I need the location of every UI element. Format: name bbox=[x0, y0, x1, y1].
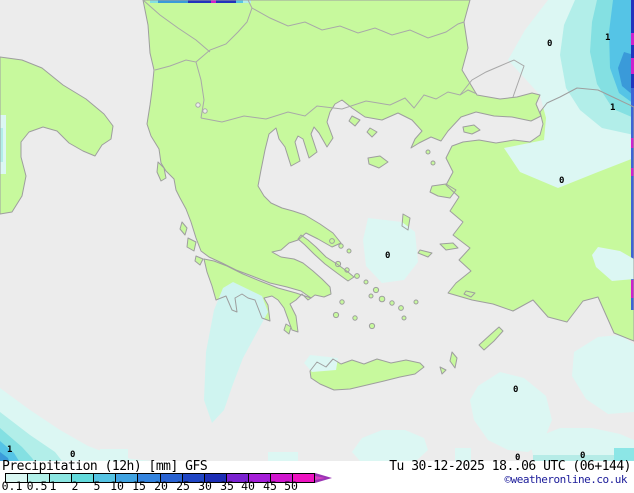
contour-label: 0 bbox=[513, 385, 518, 395]
colorbar-tick: 25 bbox=[176, 479, 190, 493]
colorbar-cell bbox=[270, 474, 294, 482]
contour-label: 0 bbox=[385, 251, 390, 261]
colorbar-tick: 0.5 bbox=[26, 479, 48, 493]
colorbar-cell bbox=[94, 474, 117, 482]
colorbar-cell bbox=[28, 474, 51, 482]
colorbar-cell bbox=[182, 474, 205, 482]
contour-label: 1 bbox=[605, 33, 610, 43]
colorbar-tick: 10 bbox=[110, 479, 124, 493]
colorbar-tick: 30 bbox=[198, 479, 212, 493]
legend-footer: Precipitation (12h) [mm] GFS Tu 30-12-20… bbox=[0, 459, 634, 493]
colorbar-labels: 0.1 0.5 1 2 5 10 15 20 25 30 35 40 45 50 bbox=[0, 479, 340, 493]
colorbar-cell bbox=[138, 474, 161, 482]
weather-map: 0 1 1 0 0 1 0 0 0 0 bbox=[0, 0, 634, 461]
precipitation-colorbar bbox=[5, 473, 315, 483]
copyright: ©weatheronline.co.uk bbox=[504, 473, 628, 486]
colorbar-cell bbox=[6, 474, 29, 482]
contour-label: 0 bbox=[70, 450, 75, 460]
colorbar-tick: 2 bbox=[71, 479, 79, 493]
contour-label: 0 bbox=[580, 451, 585, 461]
contour-label: 0 bbox=[547, 39, 552, 49]
legend-title: Precipitation (12h) [mm] GFS bbox=[2, 459, 208, 474]
colorbar-tick: 20 bbox=[154, 479, 168, 493]
contour-label: 0 bbox=[559, 176, 564, 186]
colorbar-cell bbox=[160, 474, 183, 482]
colorbar-tick: 5 bbox=[93, 479, 101, 493]
precipitation-areas bbox=[0, 0, 634, 461]
contour-labels: 0 1 1 0 0 1 0 0 0 0 bbox=[7, 33, 615, 461]
colorbar-cell bbox=[72, 474, 95, 482]
colorbar-cell bbox=[226, 474, 249, 482]
colorbar-cell bbox=[293, 474, 315, 482]
contour-label: 1 bbox=[7, 445, 12, 455]
precipitation-map-svg: 0 1 1 0 0 1 0 0 0 0 bbox=[0, 0, 634, 461]
colorbar-tick: 1 bbox=[49, 479, 57, 493]
colorbar-tick: 15 bbox=[132, 479, 146, 493]
colorbar-tick: 40 bbox=[241, 479, 255, 493]
colorbar-tick: 50 bbox=[284, 479, 298, 493]
contour-label: 0 bbox=[515, 453, 520, 461]
colorbar-cell bbox=[204, 474, 227, 482]
colorbar-tick: 45 bbox=[263, 479, 277, 493]
colorbar-tick: 35 bbox=[220, 479, 234, 493]
contour-label: 1 bbox=[610, 103, 615, 113]
colorbar-tick: 0.1 bbox=[1, 479, 23, 493]
forecast-datetime: Tu 30-12-2025 18..06 UTC (06+144) bbox=[389, 459, 631, 474]
colorbar-cell bbox=[116, 474, 139, 482]
colorbar-cell bbox=[50, 474, 73, 482]
country-borders bbox=[142, 0, 525, 123]
colorbar-cell bbox=[248, 474, 271, 482]
colorbar-arrow-tip bbox=[315, 476, 325, 480]
